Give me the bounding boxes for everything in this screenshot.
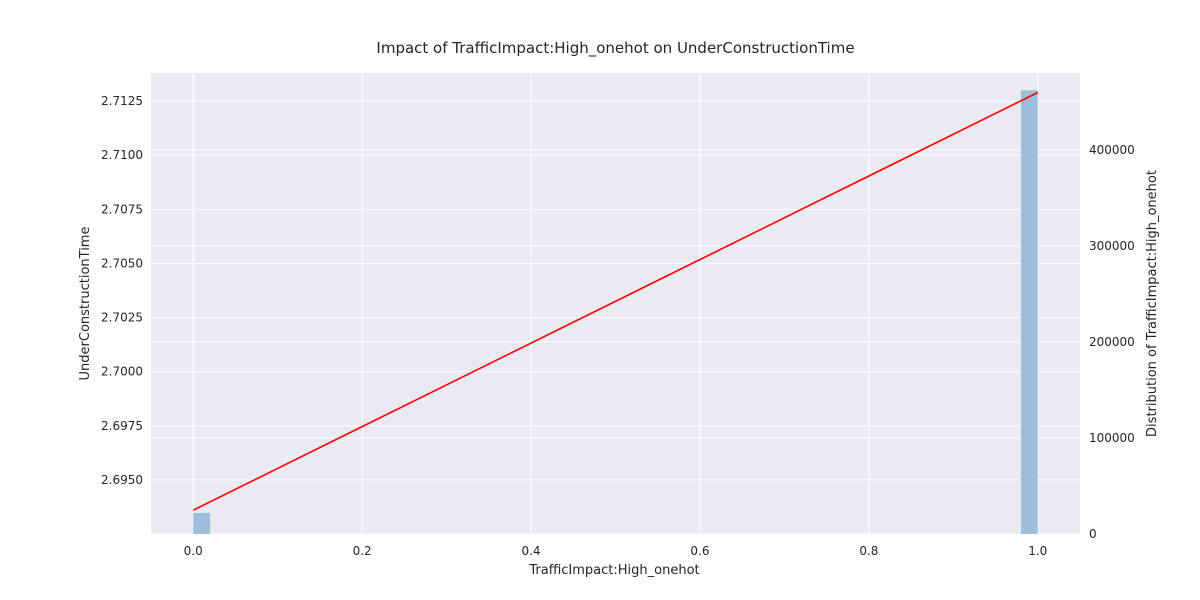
- trend-line-layer: [192, 91, 1039, 511]
- y2-tick-label: 100000: [1089, 431, 1135, 445]
- y-tick-label: 2.6950: [101, 473, 143, 487]
- x-tick-label: 0.6: [690, 544, 709, 558]
- y-tick-label: 2.7025: [101, 311, 143, 325]
- y-tick-label: 2.6975: [101, 419, 143, 433]
- y2-axis-label: Distribution of TrafficImpact:High_oneho…: [1145, 170, 1160, 437]
- histogram-bar: [193, 512, 211, 534]
- y-tick-label: 2.7100: [101, 148, 143, 162]
- trend-line: [192, 91, 1039, 511]
- y2-tick-label: 0: [1089, 527, 1097, 541]
- x-tick-label: 0.8: [859, 544, 878, 558]
- y-tick-label: 2.7000: [101, 365, 143, 379]
- y-tick-label: 2.7075: [101, 202, 143, 216]
- histogram-bar: [1020, 90, 1038, 534]
- y2-tick-label: 200000: [1089, 335, 1135, 349]
- x-tick-label: 0.0: [184, 544, 203, 558]
- tick-labels: 0.0 0.2 0.4 0.6 0.8 1.0 2.6950 2.6975 2.7000 2.70…: [101, 94, 1135, 558]
- x-tick-label: 1.0: [1028, 544, 1047, 558]
- histogram-bars: [193, 90, 1038, 534]
- y2-tick-label: 400000: [1089, 143, 1135, 157]
- x-axis-label: TrafficImpact:High_onehot: [528, 563, 699, 578]
- y2-tick-label: 300000: [1089, 239, 1135, 253]
- y-axis-label: UnderConstructionTime: [78, 227, 93, 381]
- plot-area: [151, 73, 1080, 534]
- y-tick-label: 2.7125: [101, 94, 143, 108]
- y-tick-label: 2.7050: [101, 256, 143, 270]
- chart-title: Impact of TrafficImpact:High_onehot on U…: [376, 39, 854, 58]
- x-tick-label: 0.4: [521, 544, 540, 558]
- x-tick-label: 0.2: [353, 544, 372, 558]
